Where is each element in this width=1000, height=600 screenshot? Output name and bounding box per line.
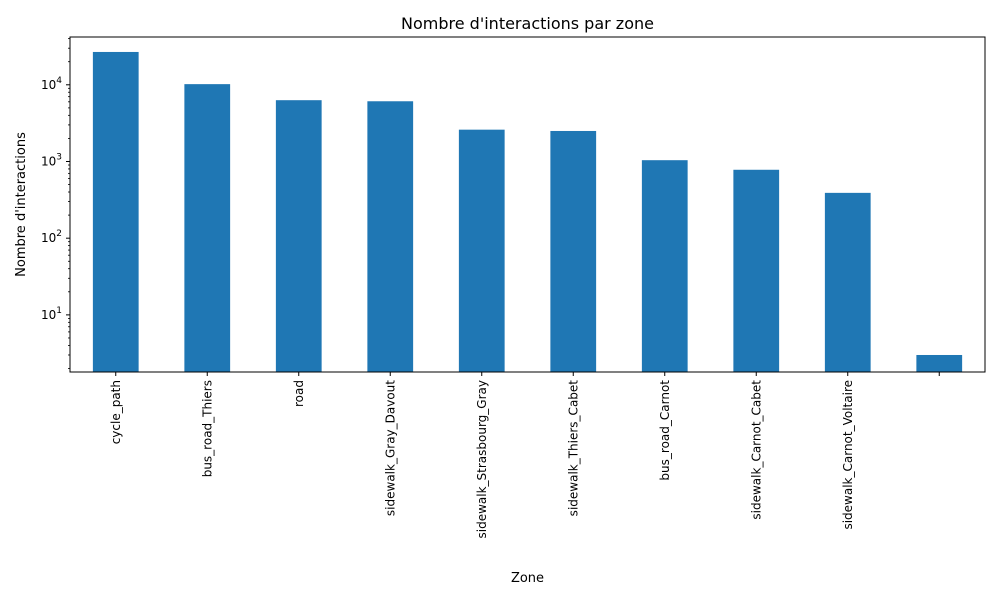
bar (184, 84, 231, 372)
x-tick-label: sidewalk_Carnot_Cabet (749, 380, 763, 520)
x-tick-label: road (292, 380, 306, 407)
bar (733, 169, 780, 372)
bar (824, 192, 871, 372)
y-axis-label: Nombre d'interactions (14, 132, 29, 277)
y-tick-label: 104 (41, 76, 62, 92)
bar (641, 160, 688, 372)
x-tick-label: sidewalk_Gray_Davout (383, 380, 397, 516)
x-axis-ticks: cycle_path bus_road_Thiers road sidewalk_Gr… (109, 372, 940, 539)
bar (458, 129, 505, 372)
bars-group (92, 51, 963, 373)
bar (367, 101, 414, 372)
x-tick-label: sidewalk_Strasbourg_Gray (475, 380, 489, 539)
y-tick-label: 103 (41, 152, 62, 168)
x-tick-label: bus_road_Carnot (658, 380, 672, 481)
y-axis-ticks: 101 102 103 104 (41, 38, 70, 369)
bar (550, 130, 597, 372)
x-tick-label: cycle_path (109, 380, 123, 444)
y-tick-label: 101 (41, 306, 62, 322)
y-tick-label: 102 (41, 229, 62, 245)
plot-frame (69, 36, 986, 373)
bar (92, 51, 139, 373)
chart-title: Nombre d'interactions par zone (401, 14, 654, 33)
bar (916, 354, 963, 372)
x-axis-label: Zone (511, 571, 544, 586)
x-tick-label: sidewalk_Carnot_Voltaire (841, 380, 855, 530)
x-tick-label: sidewalk_Thiers_Cabet (566, 380, 580, 517)
bar (275, 100, 322, 372)
x-tick-label: bus_road_Thiers (200, 380, 214, 477)
